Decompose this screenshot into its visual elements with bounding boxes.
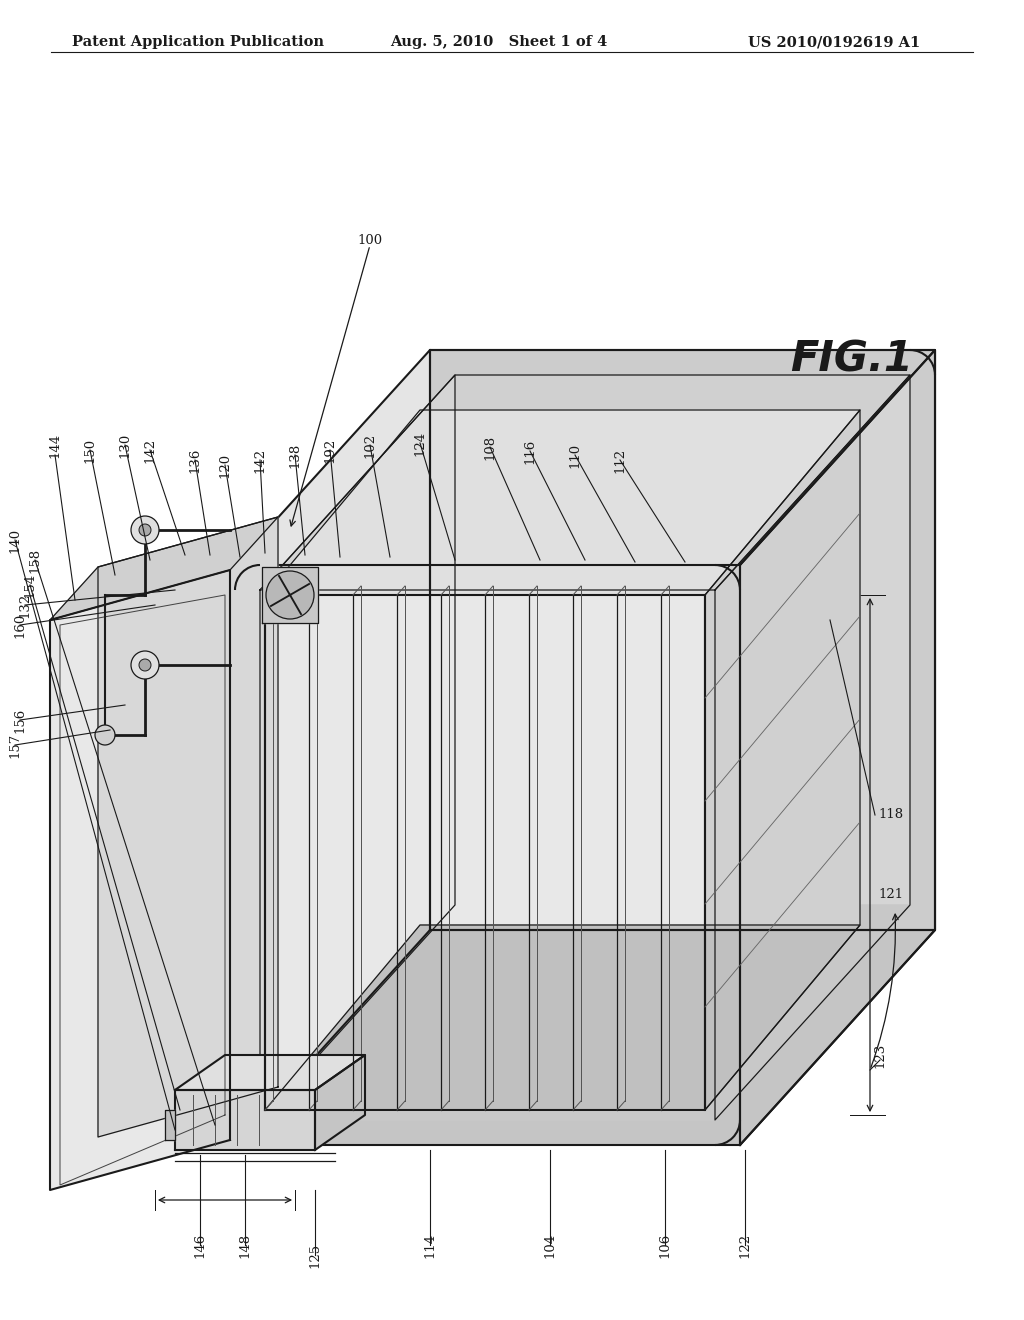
Polygon shape bbox=[50, 570, 230, 1191]
Polygon shape bbox=[715, 375, 910, 1119]
Polygon shape bbox=[175, 1055, 365, 1090]
Text: 132: 132 bbox=[18, 593, 32, 618]
Text: 144: 144 bbox=[48, 433, 61, 458]
Text: 157: 157 bbox=[8, 733, 22, 758]
Text: 130: 130 bbox=[119, 433, 131, 458]
Text: 123: 123 bbox=[873, 1043, 887, 1068]
Circle shape bbox=[95, 725, 115, 744]
Text: 114: 114 bbox=[424, 1233, 436, 1258]
Text: 156: 156 bbox=[13, 708, 27, 733]
Text: FIG.1: FIG.1 bbox=[790, 339, 912, 381]
Text: 148: 148 bbox=[239, 1233, 252, 1258]
Text: 120: 120 bbox=[218, 453, 231, 478]
Text: 158: 158 bbox=[29, 548, 42, 573]
Text: 138: 138 bbox=[289, 442, 301, 467]
Circle shape bbox=[139, 524, 151, 536]
Polygon shape bbox=[165, 1110, 175, 1140]
Text: Patent Application Publication: Patent Application Publication bbox=[72, 36, 324, 49]
Polygon shape bbox=[175, 1090, 315, 1150]
Text: 116: 116 bbox=[523, 438, 537, 463]
Polygon shape bbox=[430, 350, 935, 931]
Text: 125: 125 bbox=[308, 1242, 322, 1267]
Polygon shape bbox=[262, 568, 318, 623]
Text: 146: 146 bbox=[194, 1233, 207, 1258]
Circle shape bbox=[139, 659, 151, 671]
Polygon shape bbox=[50, 517, 278, 620]
Text: 118: 118 bbox=[878, 808, 903, 821]
Text: 112: 112 bbox=[613, 447, 627, 473]
Text: 100: 100 bbox=[357, 234, 383, 247]
Polygon shape bbox=[315, 1055, 365, 1150]
Circle shape bbox=[266, 572, 314, 619]
Polygon shape bbox=[260, 375, 910, 590]
Text: 110: 110 bbox=[568, 442, 582, 467]
Polygon shape bbox=[265, 411, 860, 595]
Text: 108: 108 bbox=[483, 434, 497, 459]
Text: 104: 104 bbox=[544, 1233, 556, 1258]
Text: 142: 142 bbox=[254, 447, 266, 473]
Text: 106: 106 bbox=[658, 1233, 672, 1258]
Text: 102: 102 bbox=[364, 433, 377, 458]
Circle shape bbox=[131, 516, 159, 544]
Text: 121: 121 bbox=[878, 888, 903, 902]
Polygon shape bbox=[705, 411, 860, 1110]
Polygon shape bbox=[265, 925, 860, 1110]
Text: 160: 160 bbox=[13, 612, 27, 638]
Text: 140: 140 bbox=[8, 528, 22, 553]
Circle shape bbox=[131, 651, 159, 678]
Text: 142: 142 bbox=[143, 437, 157, 462]
Text: 192: 192 bbox=[324, 437, 337, 462]
Polygon shape bbox=[260, 906, 910, 1119]
Text: 122: 122 bbox=[738, 1233, 752, 1258]
Polygon shape bbox=[98, 517, 278, 1137]
Polygon shape bbox=[265, 595, 705, 1110]
Text: Aug. 5, 2010   Sheet 1 of 4: Aug. 5, 2010 Sheet 1 of 4 bbox=[390, 36, 607, 49]
Polygon shape bbox=[260, 375, 455, 1119]
Polygon shape bbox=[234, 931, 935, 1144]
Text: 136: 136 bbox=[188, 447, 202, 473]
Text: 124: 124 bbox=[414, 430, 427, 455]
Text: 154: 154 bbox=[24, 573, 37, 598]
Text: 150: 150 bbox=[84, 437, 96, 462]
Polygon shape bbox=[234, 350, 935, 565]
Text: US 2010/0192619 A1: US 2010/0192619 A1 bbox=[748, 36, 921, 49]
Polygon shape bbox=[740, 350, 935, 1144]
